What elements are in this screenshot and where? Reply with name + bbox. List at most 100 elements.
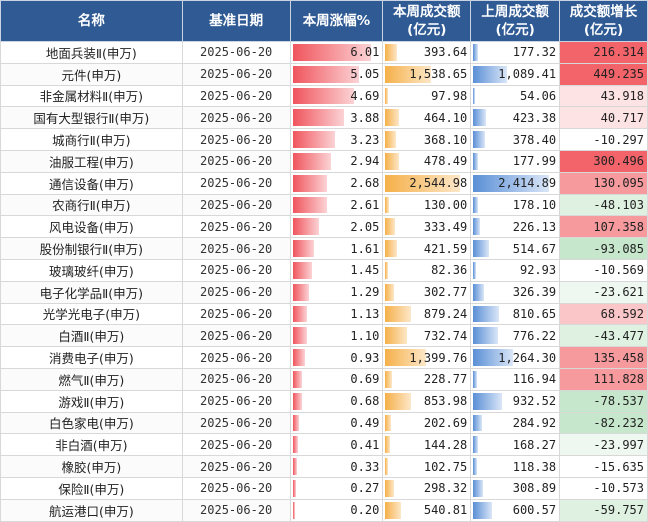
table-row[interactable]: 航运港口(申万) 2025-06-20 0.20 540.81 600.57 -59.75… — [0, 498, 648, 522]
industry-name: 保险Ⅱ(申万) — [0, 476, 183, 500]
table-row[interactable]: 国有大型银行Ⅱ(申万) 2025-06-20 3.88 464.10 423.38 40.… — [0, 106, 648, 130]
industry-name-value: 保险Ⅱ(申万) — [58, 481, 125, 497]
weekly-change-value: 0.68 — [350, 394, 380, 409]
volume-growth: 107.358 — [559, 215, 648, 239]
weekly-change-value: 1.29 — [350, 285, 380, 300]
industry-name: 油服工程(申万) — [0, 149, 183, 173]
header-date[interactable]: 基准日期 — [181, 0, 291, 42]
industry-name: 通信设备(申万) — [0, 171, 183, 195]
table-row[interactable]: 农商行Ⅱ(申万) 2025-06-20 2.61 130.00 178.10 -48.10… — [0, 193, 648, 217]
weekly-change-value: 2.61 — [350, 197, 380, 212]
table-row[interactable]: 燃气Ⅱ(申万) 2025-06-20 0.69 228.77 116.94 111.828 — [0, 367, 648, 391]
data-bar — [473, 261, 476, 279]
industry-name-value: 油服工程(申万) — [48, 154, 134, 170]
weekly-change: 0.20 — [289, 498, 384, 522]
weekly-change: 3.23 — [289, 128, 384, 151]
data-bar — [385, 327, 408, 345]
base-date: 2025-06-20 — [181, 171, 291, 195]
header-growth[interactable]: 成交额增长 (亿元) — [559, 0, 648, 42]
volume-growth: -10.573 — [559, 476, 648, 500]
header-name[interactable]: 名称 — [0, 0, 183, 42]
volume-growth-value: -59.757 — [593, 503, 644, 518]
last-week-volume: 92.93 — [470, 258, 561, 282]
data-bar — [385, 261, 388, 279]
table-row[interactable]: 电子化学品Ⅱ(申万) 2025-06-20 1.29 302.77 326.39 -23.… — [0, 280, 648, 304]
header-this-week[interactable]: 本周成交额 (亿元) — [382, 0, 472, 42]
base-date: 2025-06-20 — [181, 302, 291, 326]
last-week-volume: 2,414.89 — [470, 171, 561, 195]
data-bar — [385, 131, 396, 148]
table-row[interactable]: 元件(申万) 2025-06-20 5.05 1,538.65 1,089.41 449.… — [0, 62, 648, 86]
table-row[interactable]: 白色家电(申万) 2025-06-20 0.49 202.69 284.92 -82.23… — [0, 411, 648, 435]
data-bar — [385, 174, 461, 192]
table-row[interactable]: 白酒Ⅱ(申万) 2025-06-20 1.10 732.74 776.22 -43.477 — [0, 324, 648, 348]
base-date-value: 2025-06-20 — [200, 503, 273, 518]
this-week-volume: 853.98 — [382, 389, 472, 413]
base-date: 2025-06-20 — [181, 41, 291, 64]
volume-growth: -82.232 — [559, 411, 648, 435]
weekly-change: 2.94 — [289, 149, 384, 173]
industry-name-value: 股份制银行Ⅱ(申万) — [39, 242, 144, 258]
last-week-volume-value: 308.89 — [512, 481, 557, 496]
this-week-volume-value: 421.59 — [423, 241, 468, 256]
this-week-volume: 879.24 — [382, 302, 472, 326]
base-date: 2025-06-20 — [181, 324, 291, 348]
table-row[interactable]: 通信设备(申万) 2025-06-20 2.68 2,544.98 2,414.89 13… — [0, 171, 648, 195]
data-bar — [473, 305, 499, 323]
volume-growth: -78.537 — [559, 389, 648, 413]
base-date: 2025-06-20 — [181, 149, 291, 173]
table-row[interactable]: 油服工程(申万) 2025-06-20 2.94 478.49 177.99 300.49… — [0, 149, 648, 173]
table-row[interactable]: 风电设备(申万) 2025-06-20 2.05 333.49 226.13 107.35… — [0, 215, 648, 239]
table-row[interactable]: 非白酒(申万) 2025-06-20 0.41 144.28 168.27 -23.997 — [0, 433, 648, 457]
industry-name-value: 风电设备(申万) — [48, 220, 134, 236]
last-week-volume-value: 1,264.30 — [498, 350, 557, 365]
last-week-volume: 1,089.41 — [470, 62, 561, 86]
table-row[interactable]: 玻璃玻纤(申万) 2025-06-20 1.45 82.36 92.93 -10.569 — [0, 258, 648, 282]
last-week-volume-value: 423.38 — [512, 110, 557, 125]
data-bar — [385, 109, 400, 127]
weekly-change: 1.45 — [289, 258, 384, 282]
this-week-volume-value: 1,399.76 — [409, 350, 468, 365]
table-row[interactable]: 城商行Ⅱ(申万) 2025-06-20 3.23 368.10 378.40 -10.29… — [0, 128, 648, 151]
data-bar — [473, 392, 503, 410]
data-bar — [473, 174, 549, 192]
table-row[interactable]: 地面兵装Ⅱ(申万) 2025-06-20 6.01 393.64 177.32 216.3… — [0, 41, 648, 64]
industry-name: 风电设备(申万) — [0, 215, 183, 239]
table-row[interactable]: 橡胶(申万) 2025-06-20 0.33 102.75 118.38 -15.635 — [0, 455, 648, 478]
volume-growth: 130.095 — [559, 171, 648, 195]
volume-growth: 300.496 — [559, 149, 648, 173]
last-week-volume: 810.65 — [470, 302, 561, 326]
this-week-volume: 368.10 — [382, 128, 472, 151]
this-week-volume-value: 1,538.65 — [409, 67, 468, 82]
table-row[interactable]: 非金属材料Ⅱ(申万) 2025-06-20 4.69 97.98 54.06 43.918 — [0, 84, 648, 108]
last-week-volume-value: 1,089.41 — [498, 67, 557, 82]
base-date-value: 2025-06-20 — [200, 328, 273, 343]
table-row[interactable]: 保险Ⅱ(申万) 2025-06-20 0.27 298.32 308.89 -10.573 — [0, 476, 648, 500]
data-bar — [292, 370, 302, 388]
this-week-volume-value: 298.32 — [423, 481, 468, 496]
this-week-volume: 228.77 — [382, 367, 472, 391]
industry-name-value: 光学光电子(申万) — [42, 307, 140, 323]
this-week-volume-value: 202.69 — [423, 415, 468, 430]
header-change[interactable]: 本周涨幅% — [289, 0, 384, 42]
last-week-volume: 54.06 — [470, 84, 561, 108]
last-week-volume-value: 168.27 — [512, 437, 557, 452]
header-last-week[interactable]: 上周成交额 (亿元) — [470, 0, 561, 42]
table-row[interactable]: 股份制银行Ⅱ(申万) 2025-06-20 1.61 421.59 514.67 -93.… — [0, 237, 648, 260]
table-row[interactable]: 消费电子(申万) 2025-06-20 0.93 1,399.76 1,264.30 13… — [0, 346, 648, 369]
industry-name-value: 航运港口(申万) — [48, 503, 134, 519]
base-date-value: 2025-06-20 — [200, 176, 273, 191]
volume-growth-value: -23.997 — [593, 437, 644, 452]
data-bar — [292, 87, 355, 105]
table-row[interactable]: 光学光电子(申万) 2025-06-20 1.13 879.24 810.65 68.59… — [0, 302, 648, 326]
data-bar — [473, 196, 479, 214]
weekly-change-value: 1.13 — [350, 306, 380, 321]
volume-growth: -10.297 — [559, 128, 648, 151]
last-week-volume: 600.57 — [470, 498, 561, 522]
volume-growth: 111.828 — [559, 367, 648, 391]
data-bar — [292, 261, 312, 279]
last-week-volume-value: 2,414.89 — [498, 176, 557, 191]
last-week-volume: 177.99 — [470, 149, 561, 173]
industry-name: 玻璃玻纤(申万) — [0, 258, 183, 282]
table-row[interactable]: 游戏Ⅱ(申万) 2025-06-20 0.68 853.98 932.52 -78.537 — [0, 389, 648, 413]
